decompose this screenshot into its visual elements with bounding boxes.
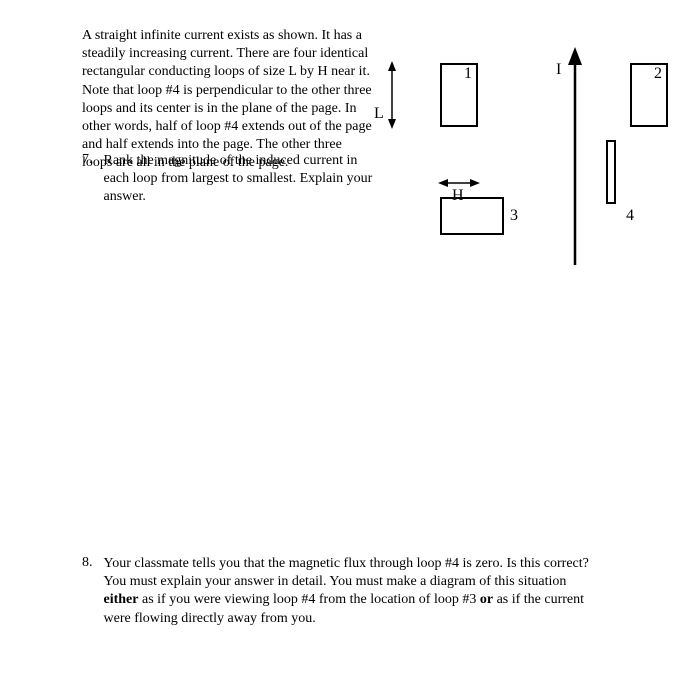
intro-paragraph: A straight infinite current exists as sh… (82, 27, 372, 173)
loop-2 (630, 63, 668, 127)
loop-2-label: 2 (654, 65, 662, 83)
dim-H-label: H (452, 187, 464, 205)
dim-H-arrow (370, 45, 530, 205)
q8-bold-or: or (480, 592, 493, 607)
q8-text-a: Your classmate tells you that the magnet… (104, 556, 589, 589)
current-label-I: I (556, 61, 561, 79)
loop-4 (606, 140, 616, 204)
physics-diagram: I 1 2 3 4 L H (370, 45, 670, 275)
loop-4-label: 4 (626, 207, 634, 225)
q8-text-b: as if you were viewing loop #4 from the … (138, 592, 479, 607)
q7-number: 7. (82, 152, 100, 168)
question-8: 8. Your classmate tells you that the mag… (82, 555, 602, 628)
q8-body: Your classmate tells you that the magnet… (104, 555, 594, 628)
question-7: 7. Rank the magnitude of the induced cur… (82, 152, 382, 207)
loop-3-label: 3 (510, 207, 518, 225)
q8-bold-either: either (104, 592, 139, 607)
q7-body: Rank the magnitude of the induced curren… (104, 152, 374, 207)
q8-number: 8. (82, 555, 100, 571)
